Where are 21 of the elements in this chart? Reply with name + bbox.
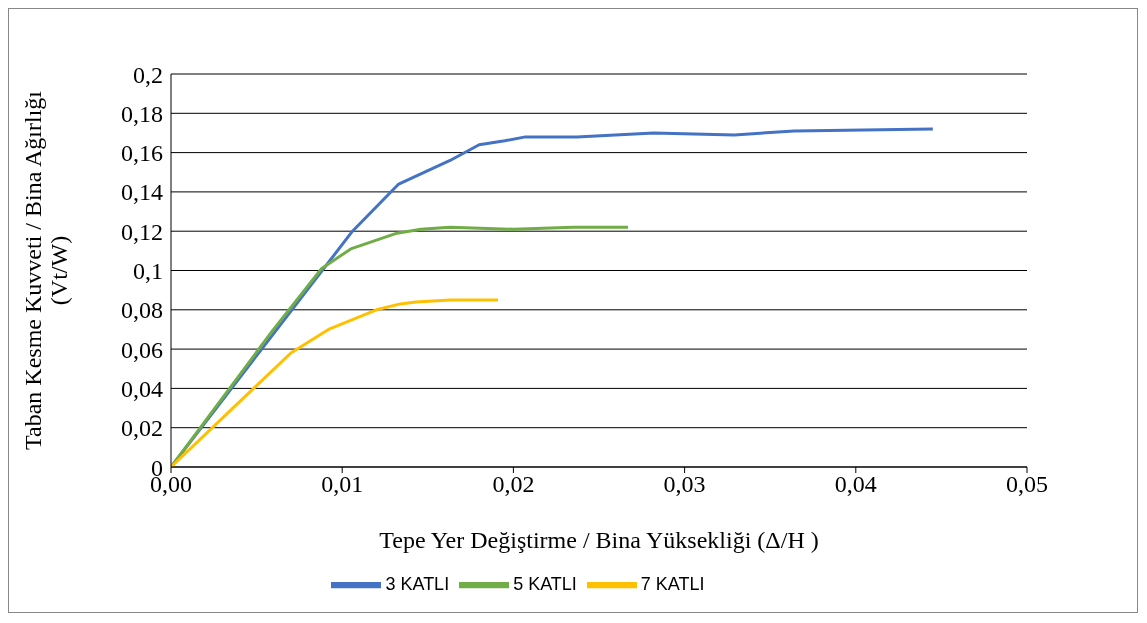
x-tick-label: 0,01 xyxy=(321,471,364,498)
y-tick-label: 0,1 xyxy=(133,258,163,285)
y-tick-label: 0,08 xyxy=(121,297,163,324)
x-tick-label: 0,03 xyxy=(663,471,706,498)
x-tick-label: 0,04 xyxy=(834,471,877,498)
y-tick-label: 0,06 xyxy=(121,336,163,363)
legend-label: 5 KATLI xyxy=(513,573,577,594)
y-tick-label: 0,02 xyxy=(121,415,163,442)
x-axis-title: Tepe Yer Değiştirme / Bina Yüksekliği (Δ/H ) xyxy=(379,527,819,553)
y-tick-label: 0,18 xyxy=(121,100,163,127)
line-series xyxy=(171,298,500,467)
x-tick-label: 0,05 xyxy=(1006,471,1048,498)
legend-label: 3 KATLI xyxy=(385,573,450,594)
y-tick-label: 0,16 xyxy=(121,140,163,167)
x-tick-label: 0,02 xyxy=(492,471,535,498)
y-tick-label: 0,2 xyxy=(133,61,163,88)
y-tick-label: 0,04 xyxy=(121,375,163,402)
y-tick-label: 0,12 xyxy=(121,218,163,245)
y-tick-label: 0,14 xyxy=(121,179,163,206)
legend-label: 7 KATLI xyxy=(640,573,705,594)
y-axis-title: Taban Kesme Kuvveti / Bina Ağırlığı (Vt/W) xyxy=(20,90,72,450)
